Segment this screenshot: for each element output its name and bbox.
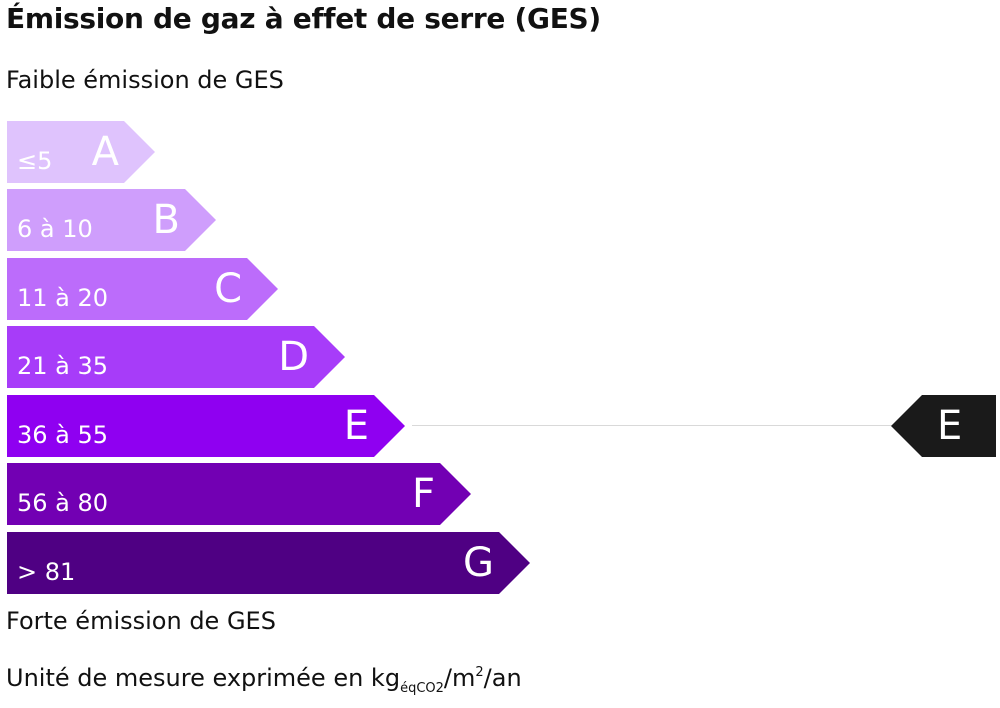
class-range-f: 56 à 80 bbox=[17, 489, 109, 517]
class-range-b: 6 à 10 bbox=[17, 215, 93, 243]
current-class-letter: E bbox=[937, 403, 963, 449]
class-letter-f: F bbox=[411, 471, 435, 517]
class-range-a: ≤5 bbox=[17, 147, 53, 175]
class-letter-d: D bbox=[278, 334, 309, 380]
class-range-d: 21 à 35 bbox=[17, 352, 109, 380]
low-emission-label: Faible émission de GES bbox=[6, 66, 284, 94]
class-range-c: 11 à 20 bbox=[17, 284, 109, 312]
class-bar-c: 11 à 20 C bbox=[7, 258, 278, 320]
class-bar-a: ≤5 A bbox=[7, 121, 155, 183]
class-letter-g: G bbox=[463, 540, 494, 586]
unit-superscript: 2 bbox=[475, 665, 484, 680]
high-emission-label: Forte émission de GES bbox=[6, 607, 276, 635]
class-range-g: > 81 bbox=[17, 558, 76, 586]
class-bar-f: 56 à 80 F bbox=[7, 463, 471, 525]
class-bar-b: 6 à 10 B bbox=[7, 189, 216, 251]
class-letter-a: A bbox=[91, 129, 119, 175]
unit-subscript: éqCO2 bbox=[400, 681, 444, 696]
unit-caption: Unité de mesure exprimée en kgéqCO2/m2/a… bbox=[6, 664, 522, 696]
class-bar-d: 21 à 35 D bbox=[7, 326, 345, 388]
indicator-connector-line bbox=[412, 425, 892, 426]
class-bar-e: 36 à 55 E bbox=[7, 395, 405, 457]
unit-middle: /m bbox=[443, 664, 476, 692]
class-bar-g: > 81 G bbox=[7, 532, 530, 594]
class-letter-c: C bbox=[214, 266, 242, 312]
unit-suffix: /an bbox=[483, 664, 522, 692]
current-class-indicator: E bbox=[891, 395, 996, 457]
chart-title: Émission de gaz à effet de serre (GES) bbox=[6, 2, 601, 35]
class-letter-b: B bbox=[152, 197, 180, 243]
class-range-e: 36 à 55 bbox=[17, 421, 109, 449]
class-letter-e: E bbox=[343, 403, 369, 449]
unit-prefix: Unité de mesure exprimée en kg bbox=[6, 664, 401, 692]
